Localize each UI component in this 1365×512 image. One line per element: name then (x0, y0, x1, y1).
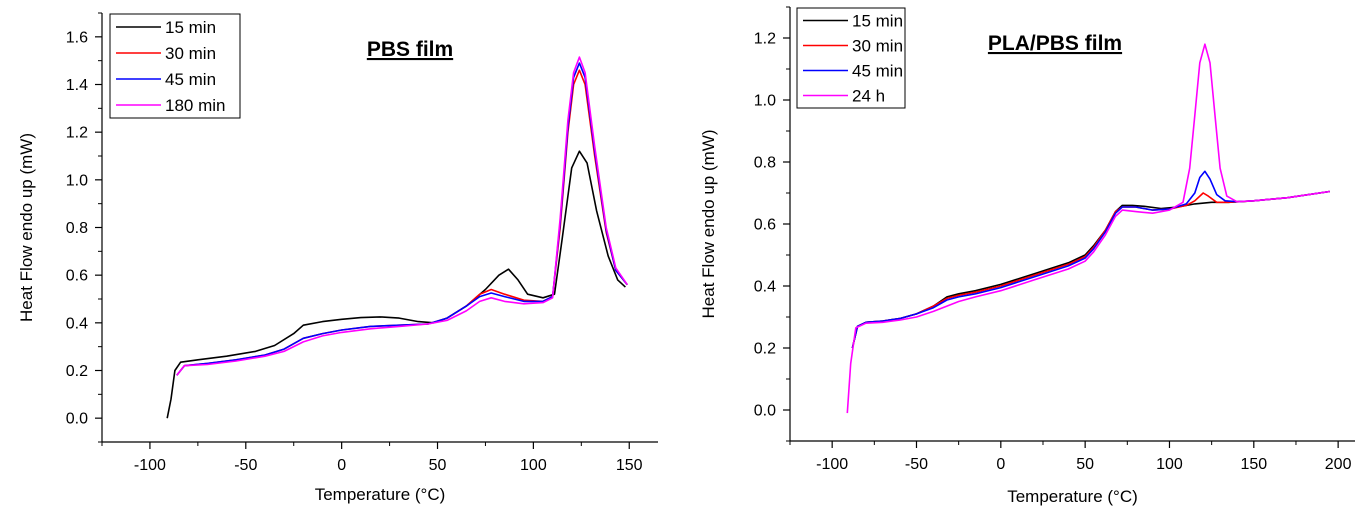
legend-label: 15 min (165, 18, 216, 37)
y-tick-label: 1.4 (66, 77, 88, 94)
y-tick-label: 0.4 (754, 279, 776, 296)
x-tick-label: -100 (134, 457, 166, 474)
legend-label: 15 min (852, 12, 903, 31)
x-tick-label: 150 (616, 457, 643, 474)
pla-pbs-film-chart: -100 -50 0 50 100 150 200 0.0 0.2 0.4 0.6 0.8 1.0 1.2… (699, 6, 1355, 506)
y-tick-label: 1.2 (66, 125, 88, 142)
y-tick-label: 0.2 (66, 363, 88, 380)
legend-label: 30 min (165, 44, 216, 63)
y-tick-label: 0.6 (754, 217, 776, 234)
y-tick-label: 0.2 (754, 341, 776, 358)
series-line-15-min (166, 150, 626, 419)
x-tick-label: 50 (429, 457, 447, 474)
y-tick-label: 0.8 (754, 155, 776, 172)
x-tick-label: 50 (1076, 456, 1094, 473)
y-tick-label: 1.6 (66, 29, 88, 46)
y-tick-label: 0.8 (66, 220, 88, 237)
y-tick-label: 1.0 (66, 172, 88, 189)
y-tick-label: 0.0 (66, 411, 88, 428)
x-tick-label: -50 (234, 457, 257, 474)
y-tick-label: 0.6 (66, 268, 88, 285)
legend-box (109, 13, 241, 119)
series-line-30-min (851, 190, 1330, 349)
series-line-45-min (176, 62, 628, 376)
x-axis-title: Temperature (°C) (1007, 487, 1138, 506)
series-line-180-min (176, 56, 628, 376)
legend-label: 45 min (852, 62, 903, 81)
legend-label: 45 min (165, 70, 216, 89)
x-tick-label: 0 (996, 456, 1005, 473)
x-axis-title: Temperature (°C) (315, 485, 446, 504)
y-tick-label: 1.2 (754, 31, 776, 48)
y-tick-label: 0.0 (754, 403, 776, 420)
x-tick-label: 200 (1325, 456, 1352, 473)
chart-title: PLA/PBS film (988, 32, 1122, 55)
legend-label: 24 h (852, 87, 885, 106)
legend-label: 30 min (852, 37, 903, 56)
series-line-24-h (846, 43, 1330, 414)
pbs-film-chart: -100 -50 0 50 100 150 0.0 0.2 0.4 0.6 0.8 1.0 1.2 1.4… (17, 12, 658, 504)
x-tick-label: -50 (905, 456, 928, 473)
x-tick-label: -100 (816, 456, 848, 473)
y-axis-title: Heat Flow endo up (mW) (699, 130, 718, 319)
legend-box (796, 7, 906, 109)
x-tick-label: 100 (520, 457, 547, 474)
y-tick-label: 0.4 (66, 315, 88, 332)
y-tick-label: 1.0 (754, 93, 776, 110)
x-tick-label: 150 (1240, 456, 1267, 473)
legend-label: 180 min (165, 96, 225, 115)
x-tick-label: 100 (1156, 456, 1183, 473)
y-axis-title: Heat Flow endo up (mW) (17, 133, 36, 322)
series-line-45-min (851, 170, 1330, 349)
series-line-15-min (851, 190, 1330, 349)
chart-title: PBS film (367, 38, 453, 61)
x-tick-label: 0 (337, 457, 346, 474)
